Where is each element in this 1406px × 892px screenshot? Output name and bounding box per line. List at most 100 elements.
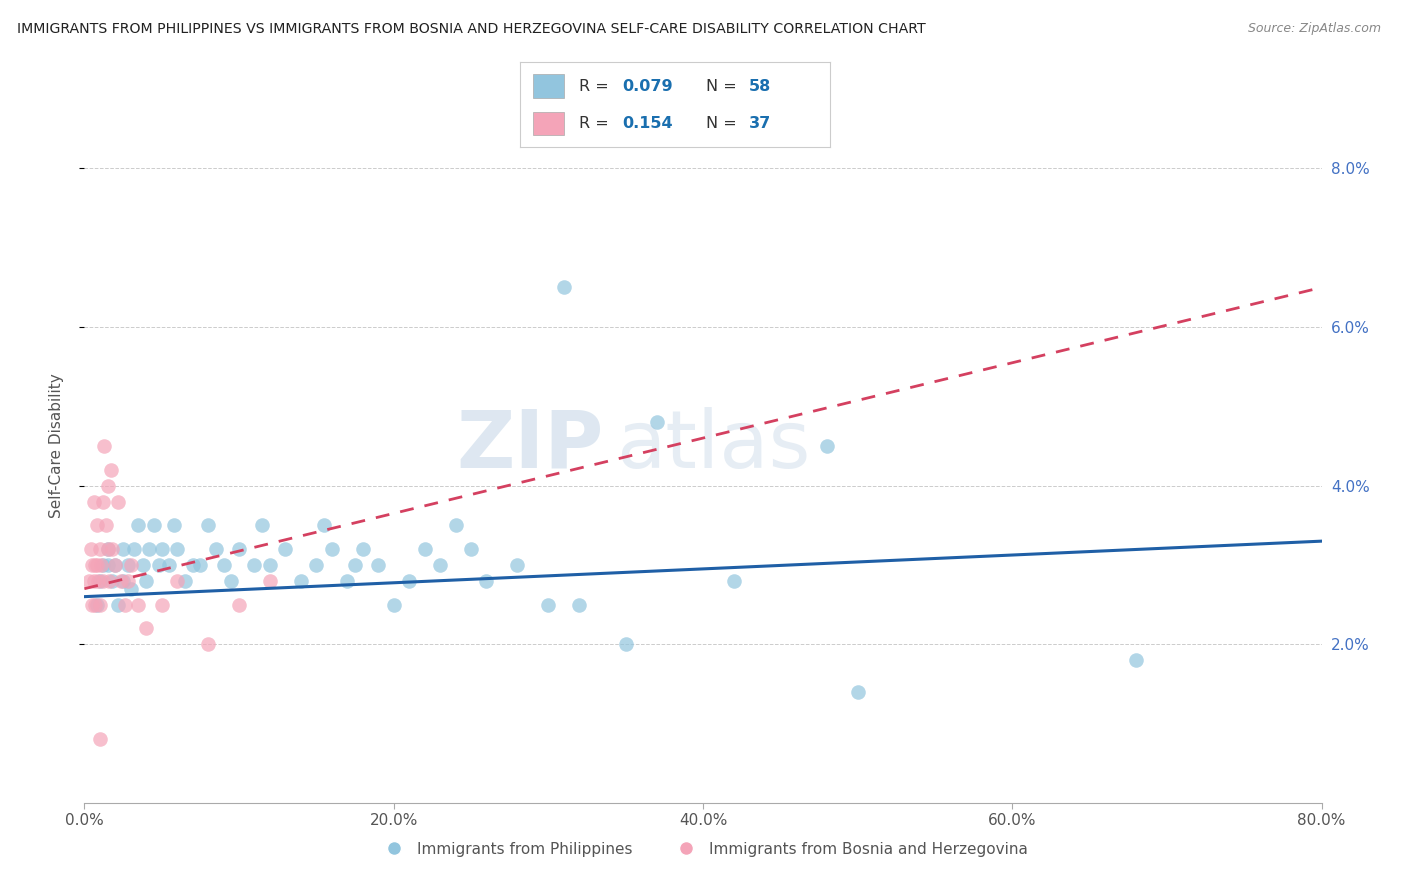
Point: [181, 558, 204, 572]
Text: 58: 58: [749, 78, 772, 94]
Point: [120, 582, 142, 596]
Point: [163, 518, 186, 533]
Point: [846, 685, 869, 699]
Point: [475, 574, 498, 588]
Text: 37: 37: [749, 116, 772, 131]
Point: [228, 542, 250, 557]
Point: [101, 574, 124, 588]
Point: [96, 478, 118, 492]
Point: [91, 574, 114, 588]
Point: [135, 621, 157, 635]
Point: [197, 518, 219, 533]
Point: [82, 598, 104, 612]
Point: [250, 518, 273, 533]
Point: [83, 494, 105, 508]
Point: [89, 574, 111, 588]
Point: [1125, 653, 1147, 667]
Point: [413, 542, 436, 557]
FancyBboxPatch shape: [533, 112, 564, 136]
Point: [143, 518, 166, 533]
Legend: Immigrants from Philippines, Immigrants from Bosnia and Herzegovina: Immigrants from Philippines, Immigrants …: [373, 836, 1033, 863]
Point: [89, 598, 111, 612]
Point: [312, 518, 335, 533]
Point: [150, 598, 173, 612]
Point: [815, 439, 838, 453]
Point: [274, 542, 297, 557]
Point: [101, 542, 124, 557]
Point: [91, 494, 114, 508]
Point: [117, 558, 139, 572]
Point: [112, 574, 135, 588]
Point: [398, 574, 420, 588]
Point: [91, 558, 114, 572]
Point: [89, 732, 111, 747]
Point: [132, 558, 155, 572]
Point: [87, 574, 110, 588]
Text: R =: R =: [579, 78, 609, 94]
Text: atlas: atlas: [616, 407, 811, 485]
Point: [614, 637, 637, 651]
Point: [82, 558, 104, 572]
Point: [104, 558, 127, 572]
Point: [159, 558, 180, 572]
Point: [259, 574, 281, 588]
Point: [290, 574, 312, 588]
Point: [114, 598, 136, 612]
Point: [188, 558, 211, 572]
Point: [96, 542, 118, 557]
Point: [104, 558, 127, 572]
Point: [89, 542, 111, 557]
Point: [86, 558, 108, 572]
Point: [100, 463, 122, 477]
Point: [96, 558, 118, 572]
Point: [86, 598, 108, 612]
Text: R =: R =: [579, 116, 609, 131]
Point: [321, 542, 343, 557]
Text: N =: N =: [706, 78, 737, 94]
Point: [444, 518, 467, 533]
Point: [127, 518, 149, 533]
Point: [94, 518, 117, 533]
Point: [568, 598, 591, 612]
Point: [107, 494, 129, 508]
Point: [506, 558, 529, 572]
Point: [429, 558, 451, 572]
Point: [127, 598, 149, 612]
Point: [166, 542, 188, 557]
Point: [84, 558, 107, 572]
Point: [219, 574, 242, 588]
Point: [367, 558, 389, 572]
Point: [110, 574, 132, 588]
Point: [197, 637, 219, 651]
Point: [174, 574, 197, 588]
Y-axis label: Self-Care Disability: Self-Care Disability: [49, 374, 63, 518]
Point: [205, 542, 228, 557]
Point: [122, 542, 145, 557]
Text: Source: ZipAtlas.com: Source: ZipAtlas.com: [1247, 22, 1381, 36]
Point: [336, 574, 359, 588]
Point: [212, 558, 235, 572]
Point: [96, 542, 118, 557]
Point: [460, 542, 482, 557]
Point: [90, 558, 112, 572]
Point: [77, 574, 100, 588]
Point: [107, 598, 129, 612]
Point: [84, 598, 107, 612]
Point: [553, 280, 575, 294]
Point: [93, 439, 115, 453]
Point: [228, 598, 250, 612]
Text: 0.154: 0.154: [623, 116, 673, 131]
Point: [537, 598, 560, 612]
Point: [112, 542, 135, 557]
Point: [645, 415, 668, 429]
Point: [79, 542, 101, 557]
Point: [148, 558, 170, 572]
Text: 0.079: 0.079: [623, 78, 673, 94]
Point: [86, 518, 108, 533]
Point: [138, 542, 160, 557]
Point: [150, 542, 173, 557]
Point: [352, 542, 374, 557]
Point: [382, 598, 405, 612]
Point: [166, 574, 188, 588]
Text: N =: N =: [706, 116, 737, 131]
